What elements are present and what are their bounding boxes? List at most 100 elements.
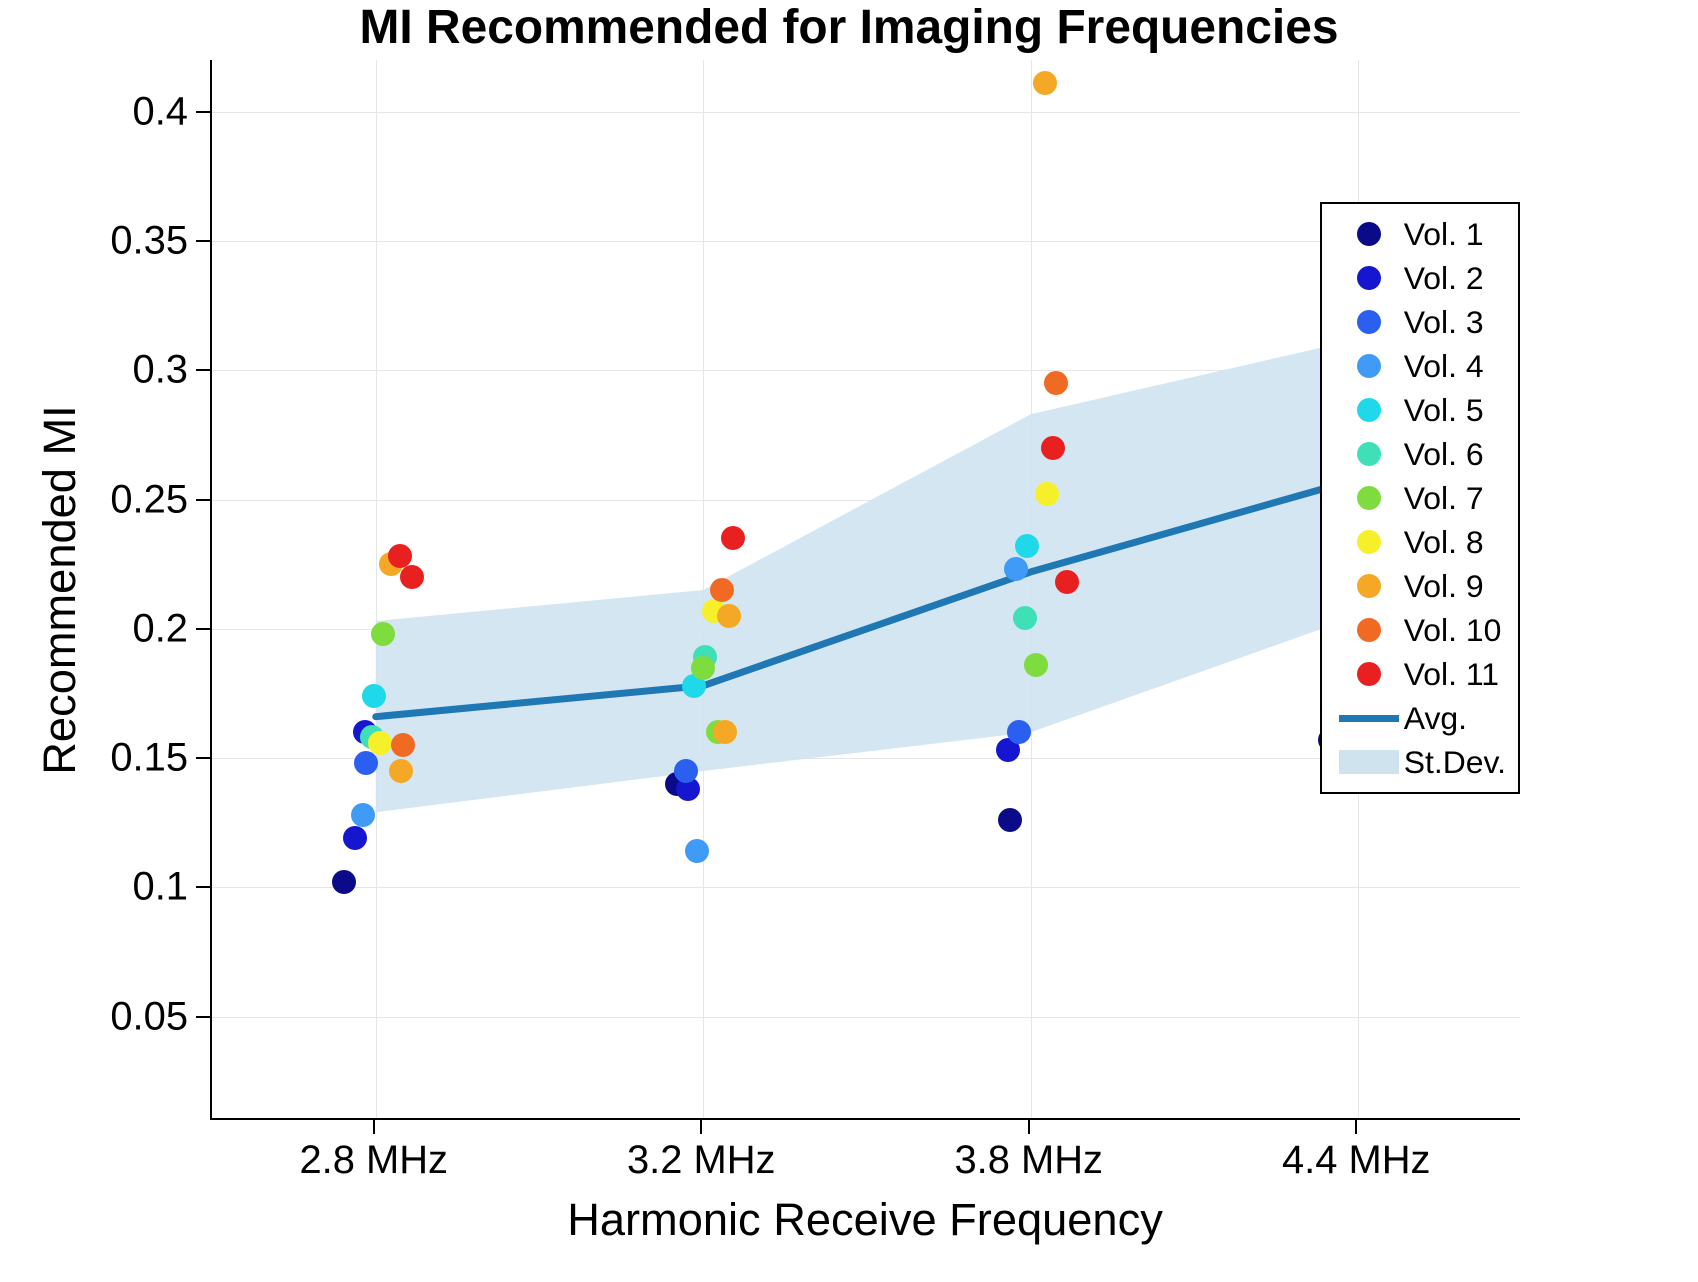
legend-swatch [1334,662,1404,686]
legend-item: Vol. 1 [1334,212,1506,256]
y-tick-label: 0.3 [133,348,188,393]
legend-swatch [1334,266,1404,290]
figure: MI Recommended for Imaging Frequencies R… [0,0,1698,1282]
legend-swatch [1334,530,1404,554]
x-axis-label: Harmonic Receive Frequency [567,1194,1163,1246]
scatter-point [721,526,745,550]
y-tick-label: 0.2 [133,606,188,651]
legend: Vol. 1 Vol. 2 Vol. 3Vol. 4Vol. 5 Vol. 6 Vol.… [1320,202,1520,794]
grid-line-v [703,60,704,1118]
scatter-point [371,622,395,646]
legend-swatch [1334,222,1404,246]
legend-item: Vol. 5 [1334,388,1506,432]
legend-dot-icon [1357,574,1381,598]
chart-title: MI Recommended for Imaging Frequencies [0,0,1698,55]
grid-line-v [376,60,377,1118]
scatter-point [1035,482,1059,506]
x-tick [373,1120,375,1134]
legend-label: Vol. 2 [1404,260,1484,297]
legend-label: Vol. 11 [1404,656,1499,693]
legend-label: Avg. [1404,700,1467,737]
scatter-point [998,808,1022,832]
legend-item: Vol. 6 [1334,432,1506,476]
legend-swatch [1334,310,1404,334]
scatter-point [354,751,378,775]
legend-label: St.Dev. [1404,744,1506,781]
legend-dot-icon [1357,486,1381,510]
y-tick [196,111,210,113]
legend-item: Avg. [1334,696,1506,740]
legend-line-icon [1339,715,1399,722]
legend-label: Vol. 3 [1404,304,1484,341]
y-tick-label: 0.35 [110,218,188,263]
legend-label: Vol. 9 [1404,568,1484,605]
legend-item: Vol. 3 [1334,300,1506,344]
legend-patch-icon [1339,750,1399,774]
legend-swatch [1334,750,1404,774]
legend-item: Vol. 10 [1334,608,1506,652]
scatter-point [400,565,424,589]
scatter-point [717,604,741,628]
scatter-point [1015,534,1039,558]
x-tick-label: 3.8 MHz [954,1138,1103,1183]
legend-dot-icon [1357,530,1381,554]
legend-label: Vol. 6 [1404,436,1484,473]
legend-dot-icon [1357,354,1381,378]
scatter-point [368,731,392,755]
legend-label: Vol. 7 [1404,480,1484,517]
legend-item: Vol. 7 [1334,476,1506,520]
scatter-point [351,803,375,827]
scatter-point [1024,653,1048,677]
y-tick [196,240,210,242]
y-tick-label: 0.4 [133,89,188,134]
scatter-point [1007,720,1031,744]
legend-item: Vol. 9 [1334,564,1506,608]
legend-swatch [1334,618,1404,642]
scatter-point [1004,557,1028,581]
scatter-point [674,759,698,783]
grid-line-h [212,1017,1520,1018]
legend-item: St.Dev. [1334,740,1506,784]
x-tick [700,1120,702,1134]
legend-swatch [1334,486,1404,510]
grid-line-v [1031,60,1032,1118]
y-tick-label: 0.1 [133,865,188,910]
scatter-point [1041,436,1065,460]
y-tick [196,628,210,630]
x-tick [1028,1120,1030,1134]
legend-item: Vol. 2 [1334,256,1506,300]
y-tick [196,369,210,371]
y-tick [196,757,210,759]
scatter-point [1033,71,1057,95]
legend-label: Vol. 1 [1404,216,1484,253]
scatter-point [332,870,356,894]
scatter-point [685,839,709,863]
legend-label: Vol. 10 [1404,612,1502,649]
legend-label: Vol. 8 [1404,524,1484,561]
x-tick [1355,1120,1357,1134]
legend-dot-icon [1357,266,1381,290]
scatter-point [1013,606,1037,630]
scatter-point [713,720,737,744]
legend-swatch [1334,715,1404,722]
grid-line-h [212,112,1520,113]
scatter-point [362,684,386,708]
y-tick-label: 0.15 [110,736,188,781]
scatter-point [691,656,715,680]
scatter-point [343,826,367,850]
legend-item: Vol. 11 [1334,652,1506,696]
legend-dot-icon [1357,222,1381,246]
y-tick-label: 0.05 [110,994,188,1039]
legend-swatch [1334,442,1404,466]
legend-item: Vol. 4 [1334,344,1506,388]
y-tick [196,1016,210,1018]
scatter-point [710,578,734,602]
x-tick-label: 3.2 MHz [627,1138,776,1183]
scatter-point [389,759,413,783]
y-tick [196,499,210,501]
legend-dot-icon [1357,618,1381,642]
y-tick-label: 0.25 [110,477,188,522]
scatter-point [1055,570,1079,594]
y-tick [196,886,210,888]
legend-dot-icon [1357,398,1381,422]
